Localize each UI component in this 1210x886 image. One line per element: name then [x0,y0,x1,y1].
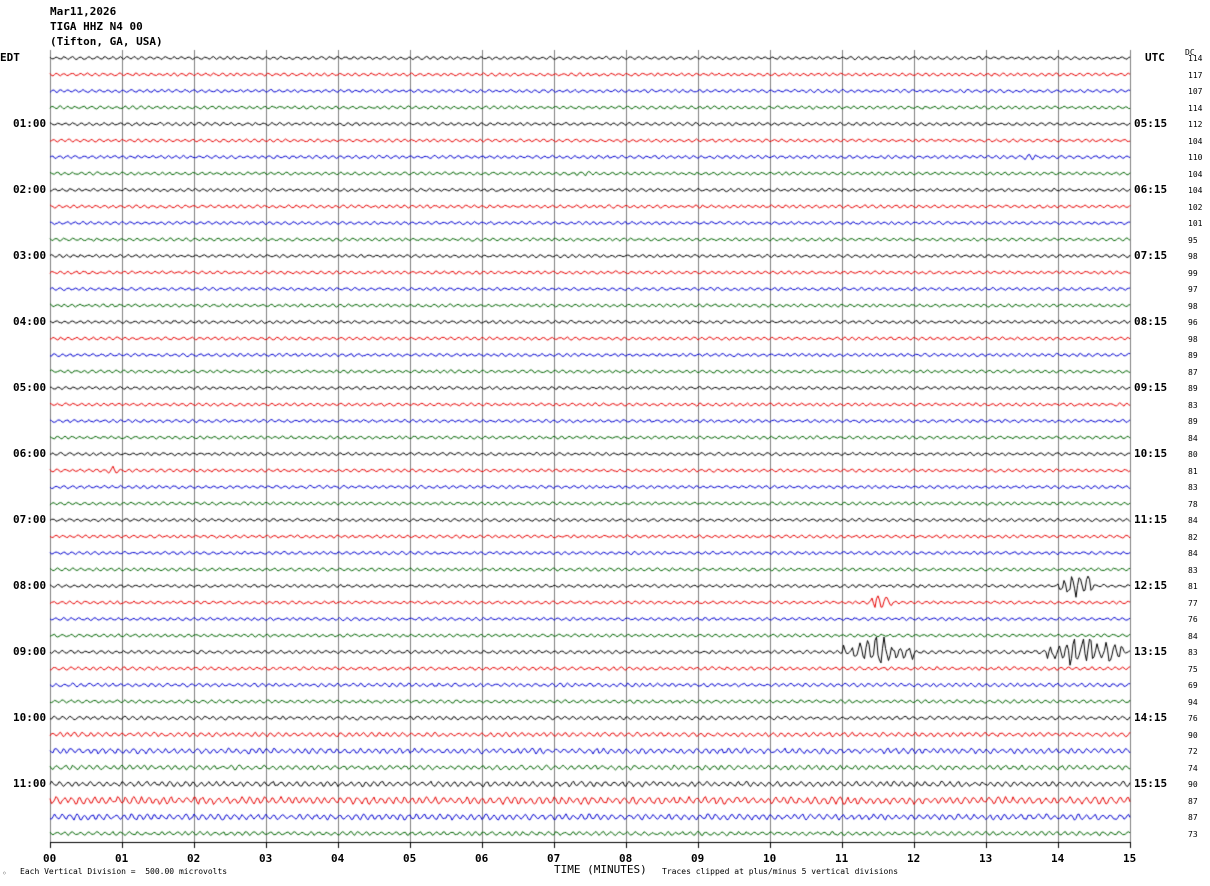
dc-offset-value: 77 [1188,598,1198,608]
dc-offset-value: 76 [1188,714,1198,723]
station-label: TIGA HHZ N4 00 [50,20,143,33]
x-tick-label: 15 [1123,852,1137,865]
utc-time-label: 13:15 [1134,645,1168,658]
x-tick-label: 13 [979,852,993,865]
utc-axis-label: UTC [1145,51,1165,64]
dc-offset-value: 82 [1188,532,1198,542]
dc-offset-value: 107 [1188,87,1203,96]
clip-note: Traces clipped at plus/minus 5 vertical … [662,867,899,876]
dc-label: DC [1185,48,1195,57]
dc-offset-value: 74 [1188,763,1198,773]
utc-time-label: 10:15 [1134,447,1168,460]
utc-time-label: 14:15 [1134,711,1168,724]
edt-time-label: 06:00 [13,447,47,460]
dc-offset-value: 96 [1188,318,1198,327]
dc-offset-value: 81 [1188,582,1198,591]
x-tick-label: 01 [115,852,129,865]
x-tick-label: 07 [547,852,561,865]
dc-offset-value: 102 [1188,202,1203,212]
utc-time-label: 05:15 [1134,117,1168,130]
x-tick-label: 03 [259,852,273,865]
dc-offset-value: 81 [1188,466,1198,476]
dc-offset-value: 98 [1188,252,1198,261]
dc-offset-value: 84 [1188,516,1198,525]
utc-time-label: 09:15 [1134,381,1168,394]
dc-offset-value: 104 [1188,136,1203,146]
dc-offset-value: 80 [1188,450,1198,459]
dc-offset-value: 83 [1188,565,1198,575]
dc-offset-value: 69 [1188,681,1198,690]
dc-offset-value: 104 [1188,186,1203,195]
location-label: (Tifton, GA, USA) [50,35,163,48]
x-tick-label: 11 [835,852,849,865]
edt-time-label: 07:00 [13,513,47,526]
edt-time-label: 03:00 [13,249,47,262]
corner-mark: ◦ [2,869,7,878]
dc-offset-value: 114 [1188,54,1203,63]
dc-offset-value: 90 [1188,780,1198,789]
dc-offset-value: 75 [1188,664,1198,674]
dc-offset-value: 114 [1188,103,1203,113]
dc-offset-value: 89 [1188,384,1198,393]
utc-time-label: 12:15 [1134,579,1168,592]
dc-offset-value: 117 [1188,70,1203,80]
edt-time-label: 02:00 [13,183,47,196]
edt-time-label: 09:00 [13,645,47,658]
dc-offset-value: 97 [1188,285,1198,294]
edt-time-label: 04:00 [13,315,47,328]
x-tick-label: 02 [187,852,201,865]
scale-note: Each Vertical Division = 500.00 microvol… [20,867,228,876]
x-tick-label: 10 [763,852,777,865]
edt-time-label: 08:00 [13,579,47,592]
utc-time-label: 06:15 [1134,183,1168,196]
edt-time-label: 05:00 [13,381,47,394]
dc-offset-value: 76 [1188,615,1198,624]
dc-offset-value: 84 [1188,631,1198,641]
dc-offset-value: 94 [1188,697,1198,707]
x-tick-label: 12 [907,852,921,865]
dc-offset-value: 110 [1188,153,1203,162]
edt-axis-label: EDT [0,51,20,64]
dc-offset-value: 89 [1188,351,1198,360]
x-tick-label: 08 [619,852,633,865]
dc-offset-value: 72 [1188,747,1198,756]
dc-offset-value: 99 [1188,268,1198,278]
x-tick-label: 09 [691,852,705,865]
date-label: Mar11,2026 [50,5,117,18]
x-tick-label: 14 [1051,852,1065,865]
dc-offset-value: 87 [1188,367,1198,377]
utc-time-label: 08:15 [1134,315,1168,328]
dc-offset-value: 83 [1188,483,1198,492]
dc-offset-value: 78 [1188,499,1198,509]
dc-offset-value: 73 [1188,829,1198,839]
dc-offset-value: 95 [1188,235,1198,245]
edt-time-label: 01:00 [13,117,47,130]
x-tick-label: 05 [403,852,417,865]
dc-offset-value: 101 [1188,219,1203,228]
dc-offset-value: 87 [1188,796,1198,806]
dc-offset-value: 112 [1188,120,1203,129]
utc-time-label: 07:15 [1134,249,1168,262]
utc-time-label: 15:15 [1134,777,1168,790]
x-tick-label: 00 [43,852,57,865]
dc-offset-value: 84 [1188,549,1198,558]
x-tick-label: 04 [331,852,345,865]
dc-offset-value: 89 [1188,417,1198,426]
edt-time-label: 11:00 [13,777,47,790]
x-axis-title: TIME (MINUTES) [554,863,647,876]
edt-time-label: 10:00 [13,711,47,724]
dc-offset-value: 98 [1188,334,1198,344]
dc-offset-value: 90 [1188,730,1198,740]
dc-offset-value: 83 [1188,400,1198,410]
dc-offset-value: 104 [1188,169,1203,179]
dc-offset-value: 84 [1188,433,1198,443]
utc-time-label: 11:15 [1134,513,1168,526]
dc-offset-value: 98 [1188,301,1198,311]
dc-offset-value: 83 [1188,648,1198,657]
dc-offset-value: 87 [1188,813,1198,822]
x-tick-label: 06 [475,852,489,865]
